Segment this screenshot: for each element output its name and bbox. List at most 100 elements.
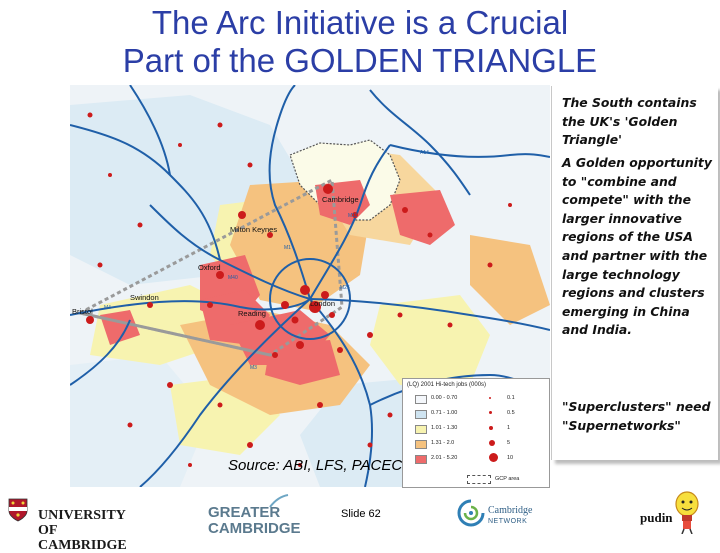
- university-of-cambridge-logo: UNIVERSITY OF CAMBRIDGE: [8, 498, 127, 553]
- map-source: Source: ABI, LFS, PACEC: [228, 457, 403, 474]
- job-dot: [281, 301, 289, 309]
- job-dot: [207, 302, 213, 308]
- panel-paragraph-golden-triangle: The South contains the UK's 'Golden Tria…: [562, 95, 702, 148]
- panel-paragraph-golden-opportunity: A Golden opportunity to "combine and com…: [562, 155, 717, 338]
- panel-paragraph-superclusters: "Superclusters" need "Supernetworks": [562, 399, 715, 433]
- legend-swatch: [415, 395, 427, 404]
- legend-dot: [489, 440, 495, 446]
- job-dot: [397, 312, 403, 318]
- hitech-job-dots: [86, 112, 512, 467]
- university-name: UNIVERSITY OF CAMBRIDGE: [38, 508, 127, 553]
- legend-value: 1: [507, 425, 511, 431]
- slide-title-line-1: The Arc Initiative is a Crucial: [151, 4, 569, 41]
- road-label-m1: M1: [284, 245, 291, 251]
- legend-value: 0.5: [507, 410, 515, 416]
- job-dot: [317, 402, 323, 408]
- cambridge-shield-icon: [8, 498, 28, 522]
- footer-bar: UNIVERSITY OF CAMBRIDGE GREATER CAMBRIDGE …: [0, 490, 720, 553]
- legend-dot: [489, 411, 492, 414]
- job-dot: [147, 302, 153, 308]
- job-dot: [367, 442, 373, 448]
- job-dot: [247, 442, 253, 448]
- job-dot: [108, 173, 112, 177]
- network-swirl-icon: [457, 499, 485, 527]
- legend-dot: [489, 426, 493, 430]
- job-dot: [217, 122, 223, 128]
- legend-range: 1.01 - 1.30: [431, 425, 458, 431]
- job-dot: [367, 332, 373, 338]
- legend-range: 0.71 - 1.00: [431, 410, 458, 416]
- university-line-1: UNIVERSITY OF: [38, 508, 126, 538]
- job-dot: [188, 463, 192, 467]
- road-m4: [70, 298, 311, 316]
- job-dot: [255, 320, 265, 330]
- job-dot: [267, 232, 273, 238]
- legend-dot: [489, 397, 491, 399]
- region-orange-4: [470, 235, 550, 325]
- town-label-oxford: Oxford: [198, 263, 221, 272]
- job-dot: [97, 262, 103, 268]
- job-dot: [300, 285, 310, 295]
- side-text-panel: The South contains the UK's 'Golden Tria…: [551, 86, 718, 460]
- legend-dot: [489, 453, 498, 462]
- lightbulb-figure-icon: [675, 491, 699, 534]
- legend-row: 1.01 - 1.30 1: [407, 423, 543, 435]
- job-dot: [86, 316, 94, 324]
- job-dot: [217, 402, 223, 408]
- legend-value: 5: [507, 440, 511, 446]
- town-label-london: London: [310, 299, 336, 308]
- greater-cambridge-swoosh-icon: [269, 494, 289, 508]
- job-dot: [352, 212, 358, 218]
- job-dot: [329, 312, 335, 318]
- job-dot: [427, 232, 433, 238]
- job-dot: [387, 412, 393, 418]
- job-dot: [291, 316, 299, 324]
- cambridge-network-sub: NETWORK: [488, 518, 528, 525]
- job-dot: [127, 422, 133, 428]
- town-label-cambridge: Cambridge: [322, 195, 359, 204]
- slide-number: Slide 62: [341, 508, 381, 520]
- road-label-m11: M11: [348, 213, 358, 219]
- road-m1: [268, 85, 311, 300]
- legend-gcp-label: GCP area: [495, 476, 520, 482]
- road-a14: [389, 144, 550, 158]
- golden-triangle-map: Cambridge Milton Keynes Oxford Swindon B…: [70, 85, 550, 487]
- legend-row: 2.01 - 5.20 10: [407, 453, 543, 465]
- legend-range: 0.00 - 0.70: [431, 395, 458, 401]
- job-dot: [216, 271, 224, 279]
- job-dot: [337, 347, 343, 353]
- golden-triangle-base: [79, 311, 271, 357]
- job-dot: [87, 112, 93, 118]
- road-sw: [70, 319, 131, 386]
- road-m3: [139, 298, 311, 487]
- road-m25-orbital: [269, 258, 351, 340]
- job-dot: [487, 262, 493, 268]
- town-label-milton-keynes: Milton Keynes: [230, 225, 278, 234]
- job-dot: [321, 291, 329, 299]
- legend-swatch: [415, 410, 427, 419]
- job-dot: [323, 184, 333, 194]
- road-m11: [309, 144, 391, 300]
- slide-title-line-2: Part of the GOLDEN TRIANGLE: [122, 42, 598, 79]
- region-red-northeast: [390, 190, 455, 245]
- job-dot: [296, 341, 304, 349]
- job-dot: [309, 301, 321, 313]
- road-label-m4: M4: [104, 305, 111, 311]
- road-m6: [129, 85, 171, 176]
- town-label-swindon: Swindon: [130, 293, 159, 302]
- job-dot: [178, 143, 182, 147]
- road-label-a14: A14: [420, 150, 429, 156]
- job-dot: [508, 203, 512, 207]
- road-network: [70, 85, 550, 487]
- legend-swatch: [415, 455, 427, 464]
- town-label-reading: Reading: [238, 309, 266, 318]
- legend-row: 0.00 - 0.70 0.1: [407, 393, 543, 405]
- town-label-bristol: Bristol: [72, 307, 93, 316]
- road-label-m25: M25: [340, 285, 350, 291]
- greater-cambridge-line-2: CAMBRIDGE: [208, 520, 301, 537]
- legend-title: (LQ) 2001 Hi-tech jobs (000s): [407, 382, 487, 388]
- job-dot: [272, 352, 278, 358]
- job-dot: [247, 162, 253, 168]
- job-dot: [298, 463, 302, 467]
- slide: The Arc Initiative is a Crucial Part of …: [0, 4, 720, 553]
